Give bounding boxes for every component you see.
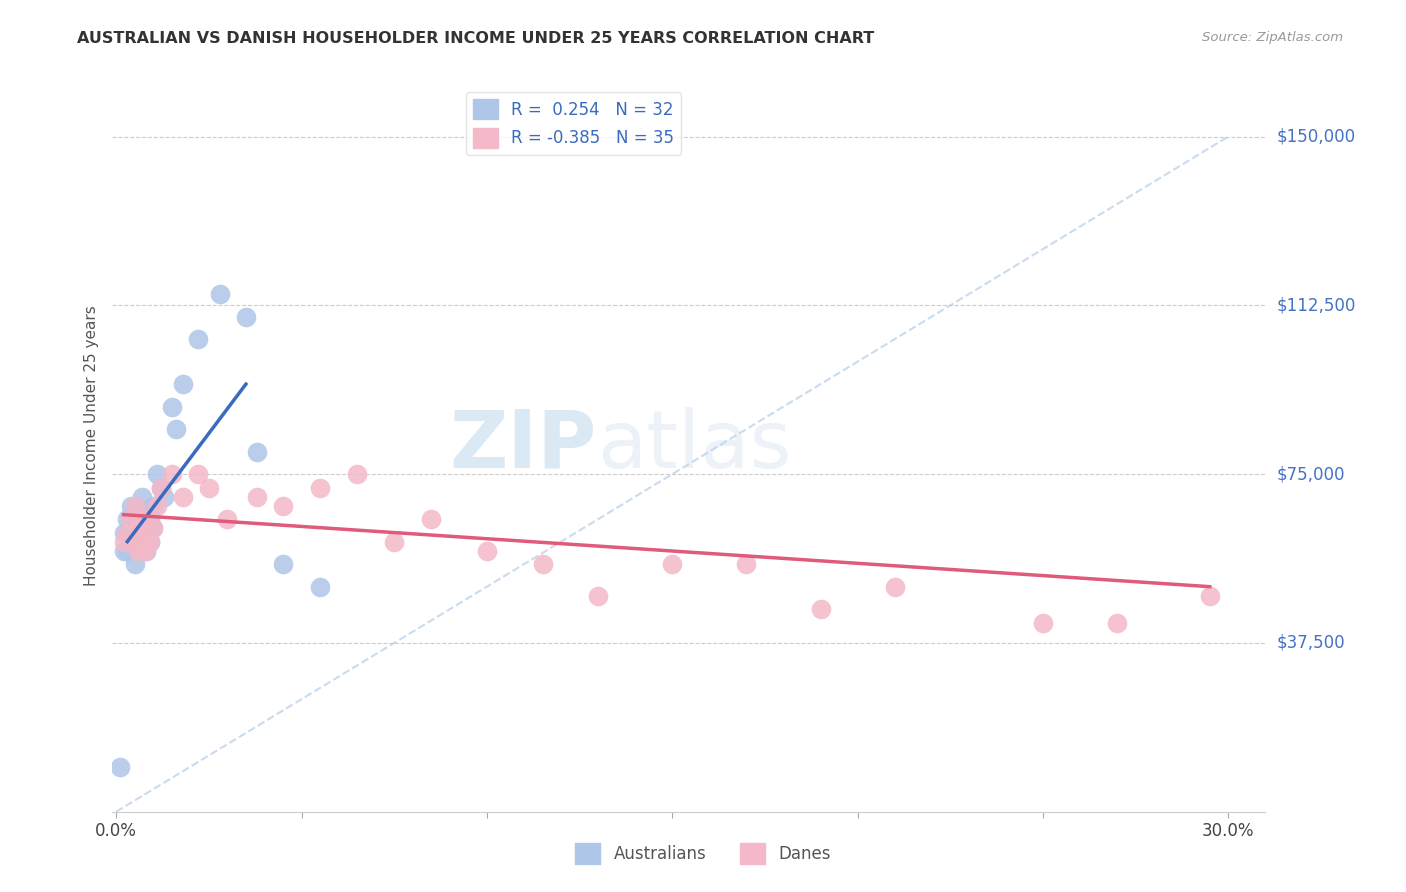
Point [142, 521, 165, 535]
Point [198, 481, 221, 495]
Point [346, 467, 368, 482]
Point [138, 534, 160, 549]
Legend: Australians, Danes: Australians, Danes [568, 837, 838, 871]
Text: Source: ZipAtlas.com: Source: ZipAtlas.com [1202, 31, 1343, 45]
Point [127, 516, 149, 531]
Point [112, 525, 135, 540]
Point [127, 543, 149, 558]
Point [208, 287, 231, 301]
Point [135, 543, 157, 558]
Point [131, 508, 153, 522]
Point [246, 444, 269, 458]
Point [124, 557, 146, 571]
Point [531, 557, 554, 571]
Point [149, 481, 172, 495]
Point [112, 534, 135, 549]
Point [187, 467, 209, 482]
Point [108, 760, 131, 774]
Point [138, 534, 160, 549]
Point [235, 310, 257, 324]
Point [475, 543, 498, 558]
Point [883, 580, 905, 594]
Point [586, 589, 609, 603]
Text: AUSTRALIAN VS DANISH HOUSEHOLDER INCOME UNDER 25 YEARS CORRELATION CHART: AUSTRALIAN VS DANISH HOUSEHOLDER INCOME … [77, 31, 875, 46]
Point [142, 499, 165, 513]
Point [135, 543, 157, 558]
Legend: R =  0.254   N = 32, R = -0.385   N = 35: R = 0.254 N = 32, R = -0.385 N = 35 [467, 92, 681, 154]
Point [124, 499, 146, 513]
Point [165, 422, 187, 436]
Y-axis label: Householder Income Under 25 years: Householder Income Under 25 years [83, 306, 98, 586]
Point [1032, 615, 1054, 630]
Point [217, 512, 239, 526]
Point [382, 534, 405, 549]
Point [135, 521, 157, 535]
Point [153, 490, 176, 504]
Text: $150,000: $150,000 [1277, 128, 1355, 145]
Text: ZIP: ZIP [450, 407, 596, 485]
Point [142, 521, 165, 535]
Point [187, 332, 209, 346]
Point [138, 512, 160, 526]
Point [127, 521, 149, 535]
Point [124, 534, 146, 549]
Point [149, 481, 172, 495]
Point [124, 525, 146, 540]
Point [735, 557, 758, 571]
Point [117, 543, 139, 558]
Text: $37,500: $37,500 [1277, 634, 1346, 652]
Point [246, 490, 269, 504]
Point [135, 512, 157, 526]
Point [131, 490, 153, 504]
Point [112, 543, 135, 558]
Point [271, 557, 294, 571]
Point [131, 525, 153, 540]
Point [172, 377, 194, 392]
Point [172, 490, 194, 504]
Point [309, 580, 332, 594]
Text: atlas: atlas [596, 407, 792, 485]
Point [160, 400, 183, 414]
Point [420, 512, 443, 526]
Point [120, 512, 142, 526]
Point [127, 534, 149, 549]
Point [146, 499, 169, 513]
Point [117, 525, 139, 540]
Point [309, 481, 332, 495]
Point [1107, 615, 1129, 630]
Point [271, 499, 294, 513]
Point [117, 512, 139, 526]
Text: $112,500: $112,500 [1277, 296, 1355, 314]
Point [160, 467, 183, 482]
Point [124, 503, 146, 517]
Point [661, 557, 683, 571]
Point [120, 521, 142, 535]
Text: $75,000: $75,000 [1277, 465, 1346, 483]
Point [1198, 589, 1220, 603]
Point [146, 467, 169, 482]
Point [120, 499, 142, 513]
Point [810, 602, 832, 616]
